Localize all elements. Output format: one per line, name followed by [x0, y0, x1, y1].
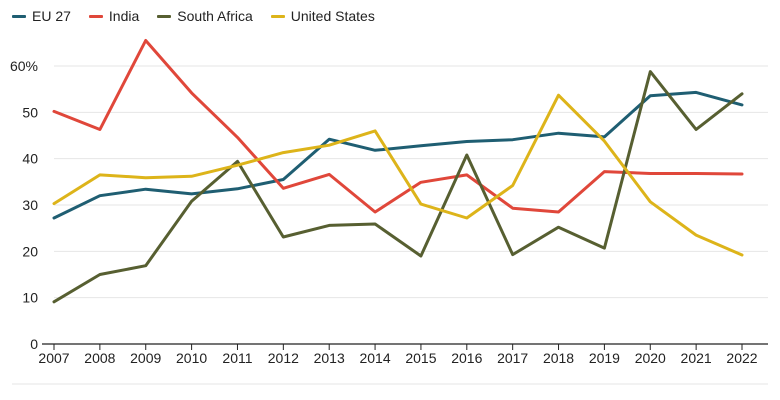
- x-tick-label: 2018: [543, 350, 574, 366]
- x-tick-label: 2012: [268, 350, 299, 366]
- legend-label: United States: [290, 8, 375, 24]
- x-tick-label: 2021: [681, 350, 712, 366]
- legend-label: South Africa: [177, 8, 253, 24]
- x-tick-label: 2019: [589, 350, 620, 366]
- series-line-south-africa: [52, 70, 744, 304]
- x-tick-label: 2016: [451, 350, 482, 366]
- y-tick-label: 60%: [10, 58, 38, 74]
- legend-item: South Africa: [157, 8, 253, 24]
- legend-swatch: [88, 14, 103, 18]
- y-tick-label: 20: [22, 243, 38, 259]
- legend-swatch: [157, 14, 172, 18]
- x-tick-label: 2015: [405, 350, 436, 366]
- x-tick-label: 2011: [222, 350, 252, 366]
- legend-swatch: [270, 14, 285, 18]
- series-line-united-states: [52, 93, 744, 257]
- legend-item: India: [88, 8, 140, 24]
- x-tick-label: 2007: [38, 350, 69, 366]
- x-tick-label: 2017: [497, 350, 528, 366]
- y-tick-label: 50: [22, 104, 38, 120]
- y-tick-label: 30: [22, 197, 38, 213]
- y-tick-label: 10: [22, 290, 38, 306]
- y-tick-label: 40: [22, 151, 38, 167]
- legend-item: EU 27: [12, 8, 71, 24]
- legend-label: India: [108, 8, 140, 24]
- series-line-eu-27: [52, 90, 744, 220]
- x-tick-label: 2020: [635, 350, 666, 366]
- x-tick-label: 2010: [176, 350, 207, 366]
- legend: EU 27 India South Africa United States: [12, 8, 375, 24]
- legend-swatch: [12, 14, 26, 18]
- legend-item: United States: [270, 8, 375, 24]
- x-tick-label: 2009: [130, 350, 161, 366]
- y-tick-label: 0: [30, 336, 38, 352]
- x-tick-label: 2022: [726, 350, 757, 366]
- x-tick-label: 2008: [84, 350, 115, 366]
- x-tick-label: 2013: [314, 350, 345, 366]
- legend-label: EU 27: [32, 8, 71, 24]
- x-tick-label: 2014: [359, 350, 390, 366]
